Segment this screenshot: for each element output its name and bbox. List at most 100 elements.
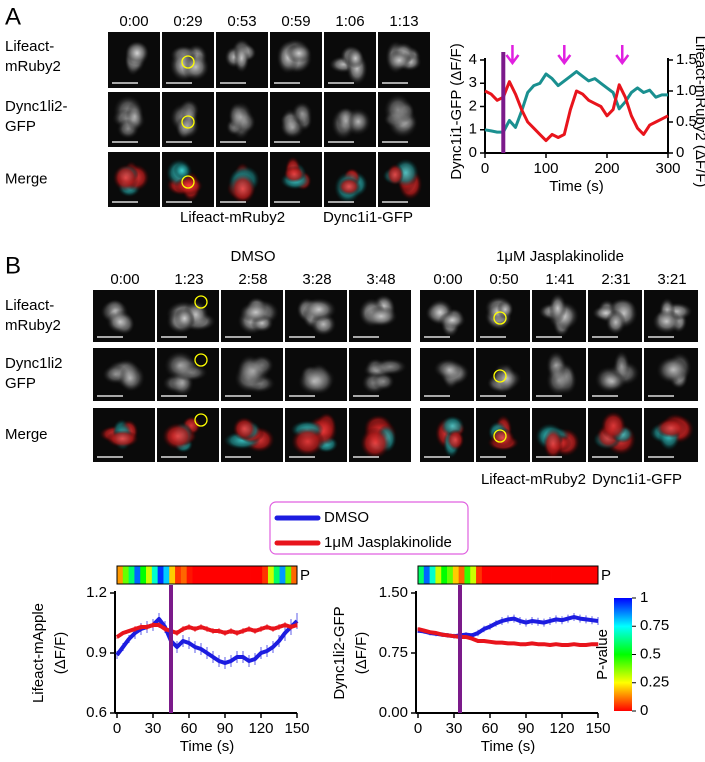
pvalue-cell [128, 566, 135, 584]
pvalue-cell [429, 566, 436, 584]
pvalue-strip-label: P [601, 567, 611, 584]
timepoint: 1:41 [545, 271, 574, 288]
pvalue-cell [580, 566, 587, 584]
pvalue-cell [279, 566, 286, 584]
cell-signal [652, 309, 682, 334]
colorbar-tick-label: 0.25 [640, 674, 669, 691]
event-arrow [505, 45, 520, 66]
colorbar-tick-label: 1 [640, 589, 648, 606]
x-tick-label: 300 [655, 160, 680, 177]
timepoint: 0:00 [433, 271, 462, 288]
pvalue-cell [215, 566, 222, 584]
y-axis-title: Dync1i1-GFP (ΔF/F) [448, 43, 465, 179]
series-line [417, 627, 598, 647]
x-tick-label: 100 [533, 160, 558, 177]
pvalue-cell [180, 566, 188, 584]
cell-signal [125, 101, 144, 131]
x-tick-label: 150 [585, 720, 610, 737]
colorbar-tick-label: 0 [640, 702, 648, 719]
y2-tick-label: 1.0 [676, 82, 697, 99]
pvalue-cell [134, 566, 141, 584]
cell-signal [290, 426, 325, 457]
cell-signal [372, 372, 395, 391]
row-label: Lifeact- [5, 38, 54, 55]
cell-signal [285, 43, 312, 64]
pvalue-cell [499, 566, 506, 584]
colorbar-title: P-value [594, 629, 611, 680]
timepoint: 0:53 [227, 13, 256, 30]
roi-circle [194, 353, 208, 367]
pvalue-cell [267, 566, 275, 584]
pvalue-cell [510, 566, 518, 584]
colorbar [614, 598, 632, 711]
legend-text: Lifeact-mRuby2 [481, 471, 586, 488]
row-label: Merge [5, 170, 48, 187]
row-label: Dync1li2- [5, 98, 68, 115]
cell-signal [124, 40, 150, 66]
timepoint: 3:48 [366, 271, 395, 288]
pvalue-cell [140, 566, 147, 584]
cell-signal [106, 430, 139, 448]
y-tick-label: 3 [469, 74, 477, 91]
y-axis-title: Lifeact-mApple [30, 603, 47, 703]
cell-signal [605, 309, 626, 335]
y-tick-label: 4 [469, 51, 477, 68]
pvalue-cell [175, 566, 182, 584]
y2-axis-title: Lifeact-mRuby2 (ΔF/F) [692, 36, 705, 188]
cell-signal [283, 165, 306, 183]
y-tick-label: 1.50 [379, 584, 408, 601]
pvalue-cell [151, 566, 159, 584]
pvalue-cell [157, 566, 164, 584]
x-tick-label: 90 [217, 720, 234, 737]
cell-signal [543, 428, 564, 460]
pvalue-strip-border [417, 565, 599, 585]
x-tick-label: 150 [284, 720, 309, 737]
roi-circle [194, 295, 208, 309]
roi-circle [181, 55, 195, 69]
pvalue-cell [244, 566, 251, 584]
row-label: GFP [5, 375, 36, 392]
cell-signal [236, 356, 271, 385]
cell-signal [490, 428, 515, 448]
cell-signal [301, 297, 337, 322]
x-tick-label: 120 [549, 720, 574, 737]
x-tick-label: 30 [145, 720, 162, 737]
y-tick-label: 2 [469, 97, 477, 114]
cell-signal [359, 427, 391, 460]
event-arrow [615, 45, 630, 66]
x-tick-label: 30 [446, 720, 463, 737]
x-tick-label: 90 [518, 720, 535, 737]
roi-circle [493, 311, 507, 325]
cell-signal [364, 305, 398, 327]
pvalue-cell [551, 566, 558, 584]
cell-signal [598, 371, 627, 392]
pvalue-cell [227, 566, 234, 584]
x-tick-label: 60 [181, 720, 198, 737]
cell-signal [239, 301, 273, 323]
y2-tick-label: 1.5 [676, 51, 697, 68]
pvalue-cell [418, 566, 425, 584]
pvalue-cell [539, 566, 547, 584]
x-axis-title: Time (s) [481, 738, 535, 755]
cell-signal [291, 101, 313, 126]
pvalue-cell [117, 566, 124, 584]
roi-circle [493, 369, 507, 383]
cell-signal [438, 311, 466, 330]
cell-signal [174, 307, 195, 330]
pvalue-cell [545, 566, 552, 584]
pvalue-cell [586, 566, 593, 584]
cell-signal [659, 356, 688, 383]
pvalue-cell [568, 566, 576, 584]
cell-signal [173, 162, 191, 180]
row-label: GFP [5, 118, 36, 135]
pvalue-cell [441, 566, 448, 584]
row-label: Merge [5, 426, 48, 443]
timepoint: 0:50 [489, 271, 518, 288]
group-title: DMSO [231, 248, 276, 265]
cell-signal [446, 429, 465, 451]
pvalue-cell [452, 566, 460, 584]
pvalue-cell [505, 566, 512, 584]
pvalue-cell [250, 566, 257, 584]
cell-signal [106, 309, 134, 334]
row-label: mRuby2 [5, 58, 61, 75]
